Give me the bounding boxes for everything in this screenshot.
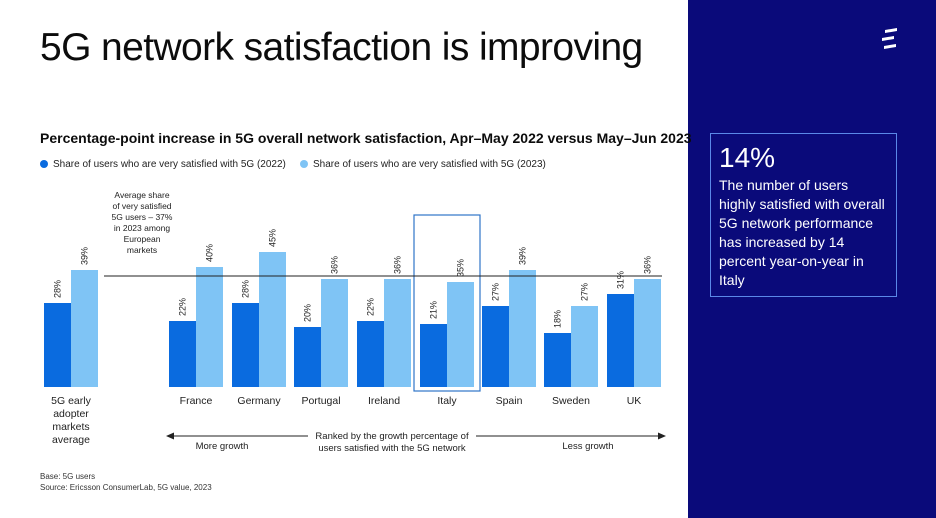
category-label-uk: UK <box>627 395 642 407</box>
bar-portugal-2023 <box>321 279 348 387</box>
page-title: 5G network satisfaction is improving <box>40 26 643 69</box>
bar-label-france-2023: 40% <box>205 244 215 262</box>
bar-label-uk-2023: 36% <box>643 256 653 274</box>
bar-label-ireland-2022: 22% <box>366 298 376 316</box>
category-label-spain: Spain <box>496 395 523 407</box>
bar-label-italy-2022: 21% <box>429 301 439 319</box>
category-label-ireland: Ireland <box>368 395 400 407</box>
category-label-italy: Italy <box>437 395 457 407</box>
bar-label-italy-2023: 35% <box>456 259 466 277</box>
bar-france-2023 <box>196 267 223 387</box>
legend-label-2023: Share of users who are very satisfied wi… <box>313 159 546 170</box>
callout-box: 14% The number of users highly satisfied… <box>710 133 897 297</box>
bar-label-5g-early-adopter-markets-average-2023: 39% <box>80 247 90 265</box>
ranking-arrow-left-head <box>166 432 174 440</box>
bar-5g-early-adopter-markets-average-2022 <box>44 303 71 387</box>
bar-5g-early-adopter-markets-average-2023 <box>71 270 98 387</box>
category-label-5g-early-adopter-markets-average-line-1: 5G early <box>51 395 91 407</box>
callout-text: The number of users highly satisfied wit… <box>719 177 885 288</box>
bar-label-spain-2022: 27% <box>491 283 501 301</box>
legend-item-2023: Share of users who are very satisfied wi… <box>300 159 546 170</box>
side-panel <box>688 0 936 518</box>
bar-label-portugal-2023: 36% <box>330 256 340 274</box>
bar-uk-2022 <box>607 294 634 387</box>
bar-germany-2023 <box>259 252 286 387</box>
bar-france-2022 <box>169 321 196 387</box>
reference-line-label-line-2: of very satisfied <box>112 201 171 211</box>
category-label-sweden: Sweden <box>552 395 590 407</box>
bar-chart: 28% 39% 22% 40% 28% 45% 20% 36% 22% 36% 21% 35% 27% 3… <box>44 190 666 455</box>
bar-germany-2022 <box>232 303 259 387</box>
reference-line-label-line-1: Average share <box>114 190 169 200</box>
bar-label-sweden-2023: 27% <box>580 283 590 301</box>
footnote-base: Base: 5G users <box>40 472 96 481</box>
bar-italy-2023 <box>447 282 474 387</box>
annotation-ranking-background <box>308 429 476 455</box>
annotation-less-growth: Less growth <box>562 441 613 452</box>
reference-line-label-line-5: European <box>124 234 161 244</box>
category-label-5g-early-adopter-markets-average-line-3: markets <box>52 421 89 433</box>
reference-line-label-line-3: 5G users – 37% <box>112 212 173 222</box>
annotation-ranking-line-2: users satisfied with the 5G network <box>318 443 466 454</box>
highlight-box <box>413 214 481 392</box>
bar-label-ireland-2023: 36% <box>393 256 403 274</box>
reference-line-label-line-4: in 2023 among <box>114 223 171 233</box>
bar-ireland-2022 <box>357 321 384 387</box>
bar-italy-2022 <box>420 324 447 387</box>
category-label-portugal: Portugal <box>301 395 340 407</box>
ranking-arrow-right-head <box>658 432 666 440</box>
bar-label-spain-2023: 39% <box>518 247 528 265</box>
callout-value: 14% <box>719 142 776 173</box>
legend-swatch-2023 <box>300 160 308 168</box>
bar-label-uk-2022: 31% <box>616 271 626 289</box>
footnote-source: Source: Ericsson ConsumerLab, 5G value, … <box>40 483 212 492</box>
category-label-france: France <box>180 395 213 407</box>
bar-portugal-2022 <box>294 327 321 387</box>
bar-uk-2023 <box>634 279 661 387</box>
bar-spain-2022 <box>482 306 509 387</box>
ericsson-logo-icon <box>882 28 897 49</box>
bar-ireland-2023 <box>384 279 411 387</box>
bar-sweden-2022 <box>544 333 571 387</box>
category-label-5g-early-adopter-markets-average-line-2: adopter <box>53 408 89 420</box>
bar-label-sweden-2022: 18% <box>553 310 563 328</box>
bar-label-france-2022: 22% <box>178 298 188 316</box>
bar-spain-2023 <box>509 270 536 387</box>
legend-swatch-2022 <box>40 160 48 168</box>
annotation-ranking-line-1: Ranked by the growth percentage of <box>315 431 469 442</box>
bar-label-portugal-2022: 20% <box>303 304 313 322</box>
bar-label-germany-2023: 45% <box>268 229 278 247</box>
reference-line-label-line-6: markets <box>127 245 157 255</box>
legend-item-2022: Share of users who are very satisfied wi… <box>40 159 286 170</box>
annotation-more-growth: More growth <box>196 441 249 452</box>
bar-sweden-2023 <box>571 306 598 387</box>
legend-label-2022: Share of users who are very satisfied wi… <box>53 159 286 170</box>
category-label-5g-early-adopter-markets-average-line-4: average <box>52 434 90 446</box>
chart-title: Percentage-point increase in 5G overall … <box>40 130 692 146</box>
bar-label-germany-2022: 28% <box>241 280 251 298</box>
bar-label-5g-early-adopter-markets-average-2022: 28% <box>53 280 63 298</box>
category-label-germany: Germany <box>237 395 281 407</box>
